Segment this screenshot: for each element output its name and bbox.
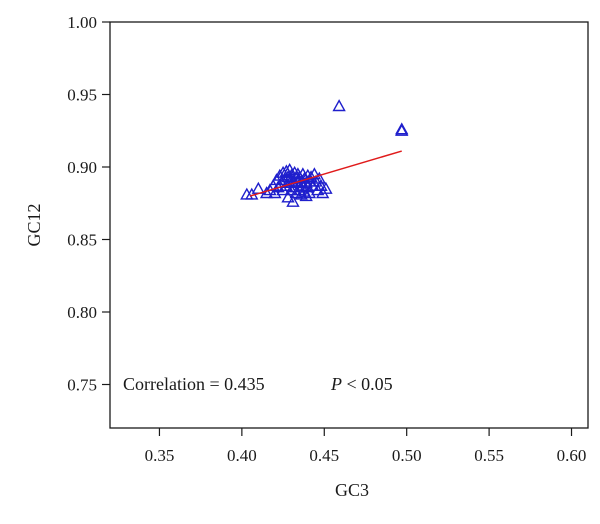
x-tick-label: 0.45 (309, 446, 339, 465)
x-tick-label: 0.35 (145, 446, 175, 465)
data-point-triangle (284, 183, 298, 196)
plot-frame (109, 21, 589, 429)
data-point-triangle (395, 123, 409, 136)
p-symbol: P (330, 374, 342, 394)
y-tick-label: 1.00 (67, 13, 97, 32)
x-tick-label: 0.50 (392, 446, 422, 465)
data-point-triangle (302, 186, 317, 199)
data-point-triangle (268, 186, 282, 199)
x-tick-label: 0.40 (227, 446, 257, 465)
y-tick-label: 0.80 (67, 303, 97, 322)
x-tick-label: 0.60 (557, 446, 587, 465)
trend-line (249, 150, 402, 197)
y-axis-title: GC12 (24, 203, 44, 246)
y-tick-label: 0.95 (67, 86, 97, 105)
data-point-triangle (299, 189, 313, 202)
x-axis: 0.35 0.40 0.45 0.50 0.55 0.60 (145, 428, 587, 465)
x-tick-label: 0.55 (474, 446, 504, 465)
data-point-triangle (286, 194, 300, 207)
data-point-triangle (332, 99, 346, 112)
data-point-triangle (319, 181, 333, 194)
y-tick-label: 0.75 (67, 376, 97, 395)
correlation-annotation: Correlation = 0.435 (123, 374, 265, 394)
data-point-triangle (309, 174, 323, 187)
y-axis: 0.75 0.80 0.85 0.90 0.95 1.00 (67, 13, 110, 395)
y-tick-label: 0.85 (67, 231, 97, 250)
data-points (240, 99, 409, 207)
y-tick-label: 0.90 (67, 158, 97, 177)
p-value-text: < 0.05 (342, 374, 393, 394)
data-point-triangle (395, 122, 409, 135)
x-axis-title: GC3 (335, 480, 369, 500)
p-value-annotation: P < 0.05 (330, 374, 393, 394)
